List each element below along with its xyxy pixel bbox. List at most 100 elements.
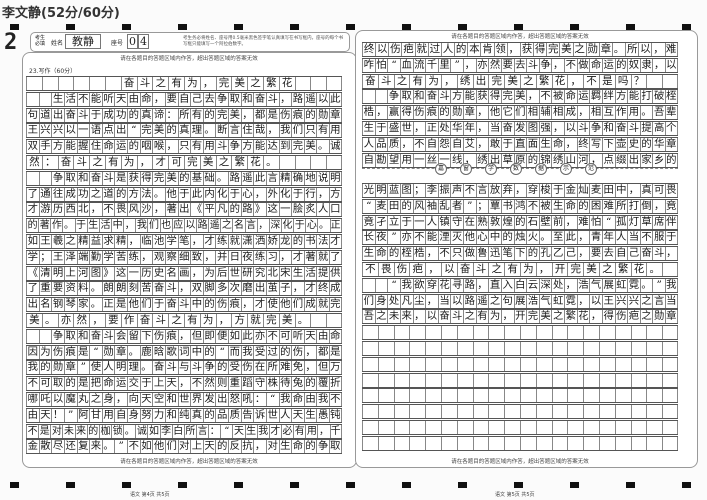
essay-row [362,372,678,388]
grid-cell: 的 [164,124,177,138]
grid-cell: 者 [450,199,463,213]
grid-cell [409,326,425,340]
grid-cell: 于 [74,219,87,233]
grid-cell: 双 [190,282,203,296]
grid-cell: 乱 [437,199,450,213]
separator-char: 数 [510,163,522,175]
grid-cell [440,326,457,340]
grid-cell: 学 [101,250,114,264]
grid-cell: 如 [139,440,152,454]
grid-cell: 绊 [601,90,614,104]
grid-cell: 对 [265,440,278,454]
grid-cell [662,373,678,387]
grid-cell [362,357,378,371]
grid-cell [26,329,39,343]
grid-cell: 完 [329,298,342,312]
grid-cell: 世 [177,393,190,406]
grid-cell: 烛 [513,231,526,245]
grid-cell [409,405,425,419]
essay-row [362,404,678,420]
grid-cell: 以 [63,124,76,138]
grid-cell [646,405,662,419]
grid-cell: 学 [26,250,38,264]
grid-cell: 竟 [362,215,374,229]
grid-cell: 斗 [177,298,190,312]
grid-cell: 的 [26,219,38,233]
grid-cell [377,389,394,403]
grid-cell: 真 [139,108,152,122]
seat-digit-field[interactable]: 0 [127,34,138,49]
grid-cell: ， [475,137,488,151]
grid-cell: 历 [51,203,64,217]
grid-cell: 此 [253,171,266,185]
grid-cell: 不 [76,92,89,106]
grid-cell: 得 [488,90,501,104]
grid-cell: 梏 [412,247,425,261]
grid-cell: 我 [135,219,147,233]
grid-cell: 梏 [362,106,374,120]
grid-cell: 池 [152,235,165,248]
grid-cell: 明 [114,361,127,375]
grid-cell [377,342,394,355]
grid-cell: 虹 [551,294,564,308]
name-field[interactable]: 教静 [65,34,101,49]
grid-cell: 歌 [164,345,177,359]
grid-cell: 家 [639,153,652,167]
seat-digit-field[interactable]: 4 [138,34,149,49]
grid-cell [294,77,311,90]
grid-cell: ， [576,294,589,308]
grid-cell: 写 [589,137,602,151]
grid-cell: 有 [190,108,203,122]
grid-cell: 章 [665,310,678,324]
grid-cell [583,421,599,434]
grid-cell: 伤 [614,310,627,324]
grid-cell: 通 [38,187,51,201]
grid-cell [456,405,473,419]
grid-cell: 之 [572,43,585,56]
question-label: 23.写作（60分） [29,68,77,75]
grid-cell: 和 [164,408,177,422]
essay-row: 生于盛世，正处华年，当奋发图强，以斗争和奋斗提高个 [362,121,678,136]
grid-cell: 他 [152,440,165,454]
grid-cell: 生 [362,122,374,135]
grid-cell: 因 [26,345,38,359]
grid-cell [425,342,441,355]
essay-row [362,325,678,341]
grid-cell [425,421,441,434]
grid-cell: 锁 [110,424,123,438]
grid-cell [614,373,631,387]
grid-cell: 当 [627,231,640,245]
alignment-mark [682,24,691,30]
grid-cell: 得 [139,171,152,185]
grid-cell: ， [589,153,602,167]
grid-cell: 孔 [538,247,551,261]
grid-cell: 理 [127,361,139,375]
grid-cell: 笔 [177,235,190,248]
grid-cell: 把 [89,377,102,391]
grid-cell: ， [123,219,135,233]
essay-row: “我欲穿花寻路，直入白云深处，浩气展虹霓。” 我 [362,277,678,293]
grid-cell: ” [114,440,127,454]
grid-cell: 由 [26,408,38,422]
essay-row: 如王羲之精益求精，临池学笔，才练就潇洒娇龙的书法才 [26,234,342,249]
grid-cell: 喉 [152,140,165,154]
grid-cell [440,357,457,371]
grid-cell: 不 [412,231,425,245]
grid-cell [104,77,121,90]
grid-cell: 笔 [500,247,513,261]
grid-cell: 由 [303,393,316,406]
grid-cell: 不 [564,58,576,72]
grid-cell: 游 [38,203,51,217]
grid-cell: 是 [114,171,127,185]
grid-cell: 席 [652,215,665,229]
grid-cell [472,357,489,371]
grid-cell: 完 [262,314,279,327]
grid-cell: 洒 [253,235,266,248]
grid-cell: 至 [551,231,564,245]
grid-cell [409,357,425,371]
grid-cell [630,326,647,340]
grid-cell: 住 [240,124,253,138]
grid-cell: ” [450,58,463,72]
grid-cell: 当 [665,294,678,308]
grid-cell: 所 [625,43,638,56]
